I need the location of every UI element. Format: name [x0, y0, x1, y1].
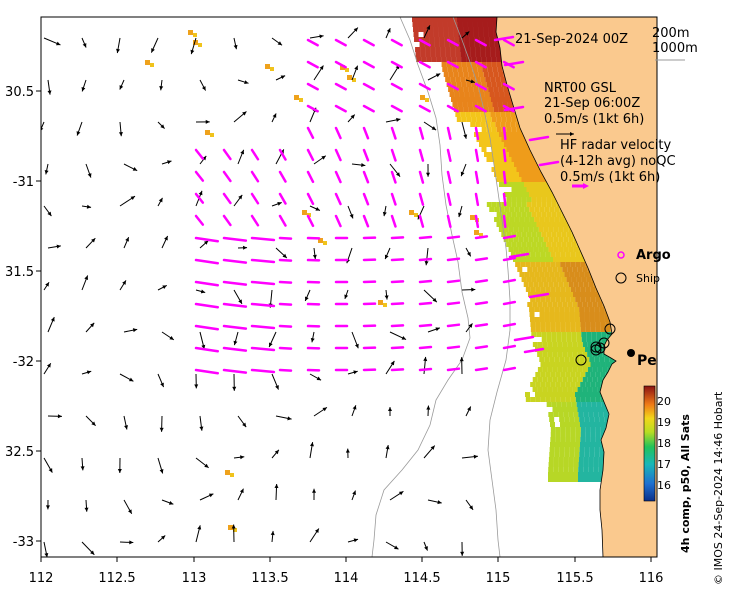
hf-legend-line3: 0.5m/s (1kt 6h)	[560, 170, 660, 185]
x-tick-label: 116	[639, 571, 664, 586]
hf-legend-line1: HF radar velocity	[560, 138, 672, 153]
x-tick-label: 114.5	[403, 571, 440, 586]
y-tick-label: 30.5	[5, 85, 34, 100]
x-tick-label: 114	[334, 571, 359, 586]
land-mass	[495, 17, 657, 557]
argo-label: Argo	[636, 248, 671, 263]
perth-marker	[627, 349, 635, 357]
colorbar-tick: 18	[657, 437, 671, 450]
gsl-vector-field	[194, 35, 560, 375]
x-tick-label: 112	[29, 571, 54, 586]
x-tick-label: 115	[486, 571, 511, 586]
x-tick-label: 112.5	[98, 571, 135, 586]
ship-marker	[575, 354, 587, 366]
isobath-1000m	[371, 17, 471, 557]
gsl-legend-line3: 0.5m/s (1kt 6h)	[544, 112, 644, 127]
isobath-200m	[452, 17, 511, 557]
colorbar-tick: 16	[657, 479, 671, 492]
gsl-legend-line2: 21-Sep 06:00Z	[544, 96, 640, 111]
gsl-legend-line1: NRT00 GSL	[544, 81, 617, 96]
colorbar-label: 4h comp, p50, All Sats	[679, 414, 692, 553]
ship-marker	[590, 341, 602, 353]
y-tick-label: -33	[13, 535, 34, 550]
gsl-scale-arrowhead	[570, 132, 574, 136]
current-vector-field	[41, 25, 478, 557]
hf-scale-arrowhead	[583, 183, 589, 189]
y-tick-label: -32	[13, 355, 34, 370]
axis-ticks: 112 112.5 113 113.5 114 114.5 115 115.5 116 30.5 -…	[5, 85, 663, 586]
colorbar-tick: 17	[657, 458, 671, 471]
y-tick-label: 31.5	[5, 265, 34, 280]
colorbar-tick: 20	[657, 395, 671, 408]
y-tick-label: -31	[13, 175, 34, 190]
argo-symbol	[617, 251, 625, 259]
ship-markers	[575, 323, 616, 366]
x-tick-label: 113.5	[251, 571, 288, 586]
hf-legend-line2: (4-12h avg) noQC	[560, 154, 676, 169]
perth-label: Perth	[637, 353, 680, 369]
isobath-1000m-label: 1000m	[652, 41, 698, 56]
map-title: 21-Sep-2024 00Z	[515, 32, 628, 47]
colorbar	[643, 385, 656, 502]
credit-text: © IMOS 24-Sep-2024 14:46 Hobart	[712, 391, 725, 585]
isobath-200m-label: 200m	[652, 26, 689, 41]
ship-marker	[604, 323, 616, 335]
x-tick-label: 115.5	[556, 571, 593, 586]
y-tick-label: 32.5	[5, 445, 34, 460]
colorbar-tick: 19	[657, 416, 671, 429]
x-tick-label: 113	[182, 571, 207, 586]
ship-label: Ship	[636, 272, 660, 285]
plot-frame	[40, 16, 658, 558]
ship-symbol	[615, 272, 627, 284]
